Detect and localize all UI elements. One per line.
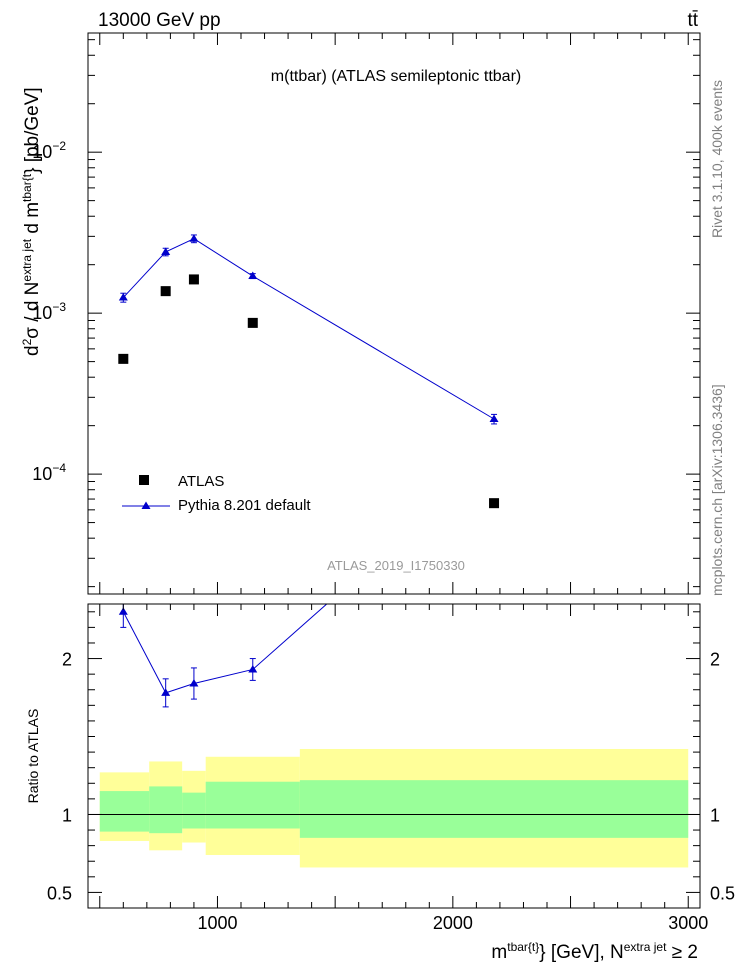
atlas-data-point xyxy=(247,317,258,328)
atlas-data-point xyxy=(489,498,500,509)
ratio-y-tick-label-right: 2 xyxy=(710,650,720,670)
main-title: m(ttbar) (ATLAS semileptonic ttbar) xyxy=(271,68,521,85)
ratio-data-point xyxy=(118,607,128,615)
ratio-y-tick-label: 0.5 xyxy=(47,883,72,903)
main-frame xyxy=(87,32,701,595)
header-right-text: tt̄ xyxy=(687,10,698,31)
ratio-y-tick-label-right: 1 xyxy=(710,805,720,825)
x-tick-label: 2000 xyxy=(433,913,473,933)
legend: ATLAS Pythia 8.201 default xyxy=(122,473,311,514)
uncertainty-band-inner xyxy=(182,792,206,829)
ratio-y-axis-label: Ratio to ATLAS xyxy=(25,709,41,804)
pythia-data-point xyxy=(118,293,128,301)
pythia-data-point xyxy=(161,247,171,255)
pythia-line xyxy=(122,238,495,420)
ratio-y-tick-label-right: 0.5 xyxy=(710,883,735,903)
x-tick-label: 3000 xyxy=(668,913,708,933)
watermark-label: ATLAS_2019_I1750330 xyxy=(327,558,465,573)
atlas-data-point xyxy=(118,353,129,364)
mcplots-label: mcplots.cern.ch [arXiv:1306.3436] xyxy=(709,384,725,596)
legend-pythia-marker xyxy=(141,501,151,509)
x-axis-label: mtbar{t}} [GeV], Nextra jet ≥ 2 xyxy=(491,940,698,963)
ratio-panel: 0.5 0.5 1 1 2 2 1000 2000 3000 Ratio to ATLAS xyxy=(25,451,735,933)
ratio-y-tick-label: 1 xyxy=(62,805,72,825)
header-left-text: 13000 GeV pp xyxy=(98,10,221,31)
ratio-frame xyxy=(87,603,701,909)
legend-atlas-marker xyxy=(139,475,149,485)
ratio-data-point xyxy=(161,688,171,696)
pythia-data-point xyxy=(489,414,499,422)
y-tick-label: 10−4 xyxy=(32,461,66,484)
rivet-label: Rivet 3.1.10, 400k events xyxy=(709,80,725,238)
pythia-data-point xyxy=(189,234,199,242)
atlas-data-point xyxy=(160,286,171,297)
y-tick-label: 10−3 xyxy=(32,300,66,323)
pythia-data-point xyxy=(248,271,258,280)
x-tick-label: 1000 xyxy=(197,913,237,933)
uncertainty-band-inner xyxy=(299,780,689,838)
uncertainty-band-inner xyxy=(99,791,150,832)
uncertainty-band-inner xyxy=(149,786,183,834)
ratio-data-point xyxy=(248,664,258,673)
legend-pythia-label: Pythia 8.201 default xyxy=(178,497,311,514)
atlas-data-point xyxy=(188,274,199,285)
ratio-data-point xyxy=(189,679,199,687)
main-y-axis-label: d2σ / d Nextra jet d mtbar{t} [pb/GeV] xyxy=(20,87,43,356)
main-panel: 10−4 10−3 10−2 m(ttbar) (ATLAS semileptoni… xyxy=(20,32,701,595)
ratio-data-point xyxy=(490,451,499,459)
y-tick-label: 10−2 xyxy=(32,139,66,162)
ratio-y-tick-label: 2 xyxy=(62,650,72,670)
uncertainty-band-inner xyxy=(205,781,300,829)
ratio-pythia-line xyxy=(122,604,328,694)
legend-atlas-label: ATLAS xyxy=(178,473,224,490)
